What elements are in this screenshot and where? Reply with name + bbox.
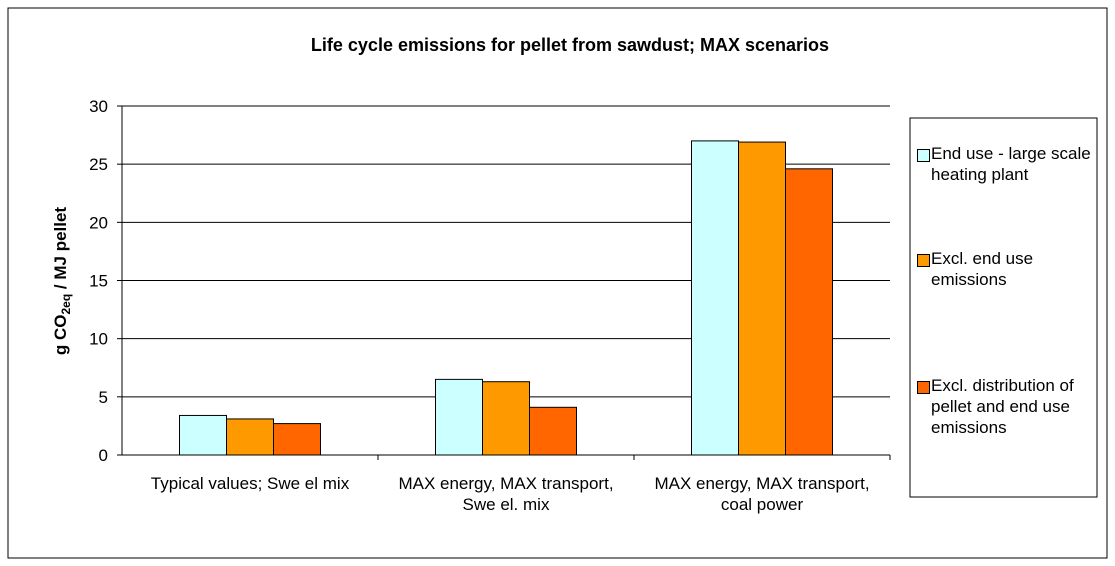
- bar: [273, 423, 321, 456]
- bar: [435, 378, 483, 456]
- chart-title: Life cycle emissions for pellet from saw…: [311, 35, 829, 55]
- y-tick-label: 30: [89, 97, 108, 116]
- legend-swatch: [917, 254, 930, 267]
- bar: [226, 418, 274, 456]
- legend-label: End use - large scale heating plant: [931, 144, 1091, 184]
- y-label-subscript: 2eq: [59, 294, 73, 315]
- y-tick-label: 10: [89, 330, 108, 349]
- y-tick-label: 25: [89, 155, 108, 174]
- legend-label: Excl. distribution of pellet and end use…: [931, 376, 1074, 437]
- y-axis-label: g CO2eq / MJ pellet: [51, 207, 73, 356]
- bar: [482, 381, 530, 456]
- y-label-part: / MJ pellet: [51, 207, 70, 294]
- legend-label: Excl. end use emissions: [931, 249, 1034, 289]
- y-tick-label: 0: [99, 446, 108, 465]
- bar: [738, 141, 786, 456]
- bar: [785, 168, 833, 456]
- legend-box: [909, 117, 1098, 498]
- x-tick-label: MAX energy, MAX transport, Swe el. mix: [398, 474, 614, 514]
- legend-swatch: [917, 149, 930, 162]
- x-tick-label: Typical values; Swe el mix: [150, 474, 350, 493]
- y-tick-label: 15: [89, 272, 108, 291]
- bar: [179, 414, 227, 456]
- y-tick-label: 20: [89, 213, 108, 232]
- y-tick-label: 5: [99, 388, 108, 407]
- y-label-part: g CO: [51, 315, 70, 356]
- x-tick-label: MAX energy, MAX transport, coal power: [654, 474, 870, 514]
- bar: [529, 406, 577, 456]
- bar: [691, 140, 739, 456]
- legend-swatch: [917, 381, 930, 394]
